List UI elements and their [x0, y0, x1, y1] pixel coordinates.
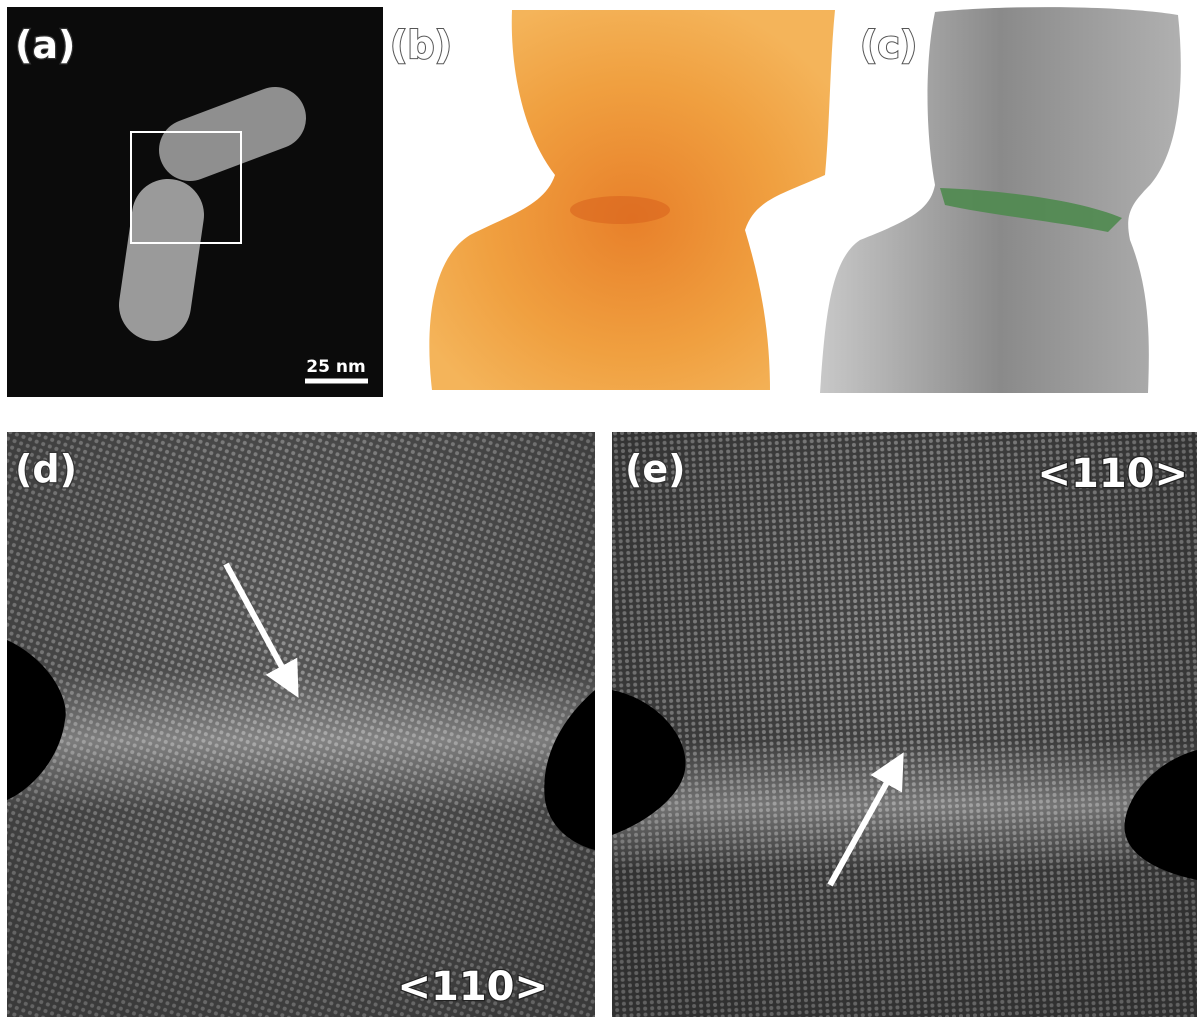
figure: 25 nm (a) (b) (c) (d) <110> (e) <110>	[0, 0, 1200, 1019]
bright-band	[7, 670, 595, 810]
panel-b: (b)	[390, 10, 835, 390]
panel-a: 25 nm (a)	[7, 7, 383, 397]
zone-axis: <110>	[1037, 451, 1188, 497]
panel-e: (e) <110>	[612, 432, 1197, 1017]
scale-bar-label: 25 nm	[306, 357, 365, 377]
rod	[155, 215, 168, 305]
neck-shade	[570, 196, 670, 224]
panel-c: (c)	[820, 7, 1181, 393]
panel-label: (d)	[15, 447, 77, 491]
panel-label: (a)	[15, 23, 75, 67]
panel-label: (b)	[390, 23, 452, 67]
rod	[190, 118, 275, 150]
panel-d: (d) <110>	[7, 432, 595, 1017]
shading	[612, 432, 1197, 1017]
bright-band	[612, 740, 1197, 870]
panel-label: (e)	[625, 447, 686, 491]
zone-axis: <110>	[397, 964, 548, 1010]
panel-label: (c)	[860, 23, 917, 67]
